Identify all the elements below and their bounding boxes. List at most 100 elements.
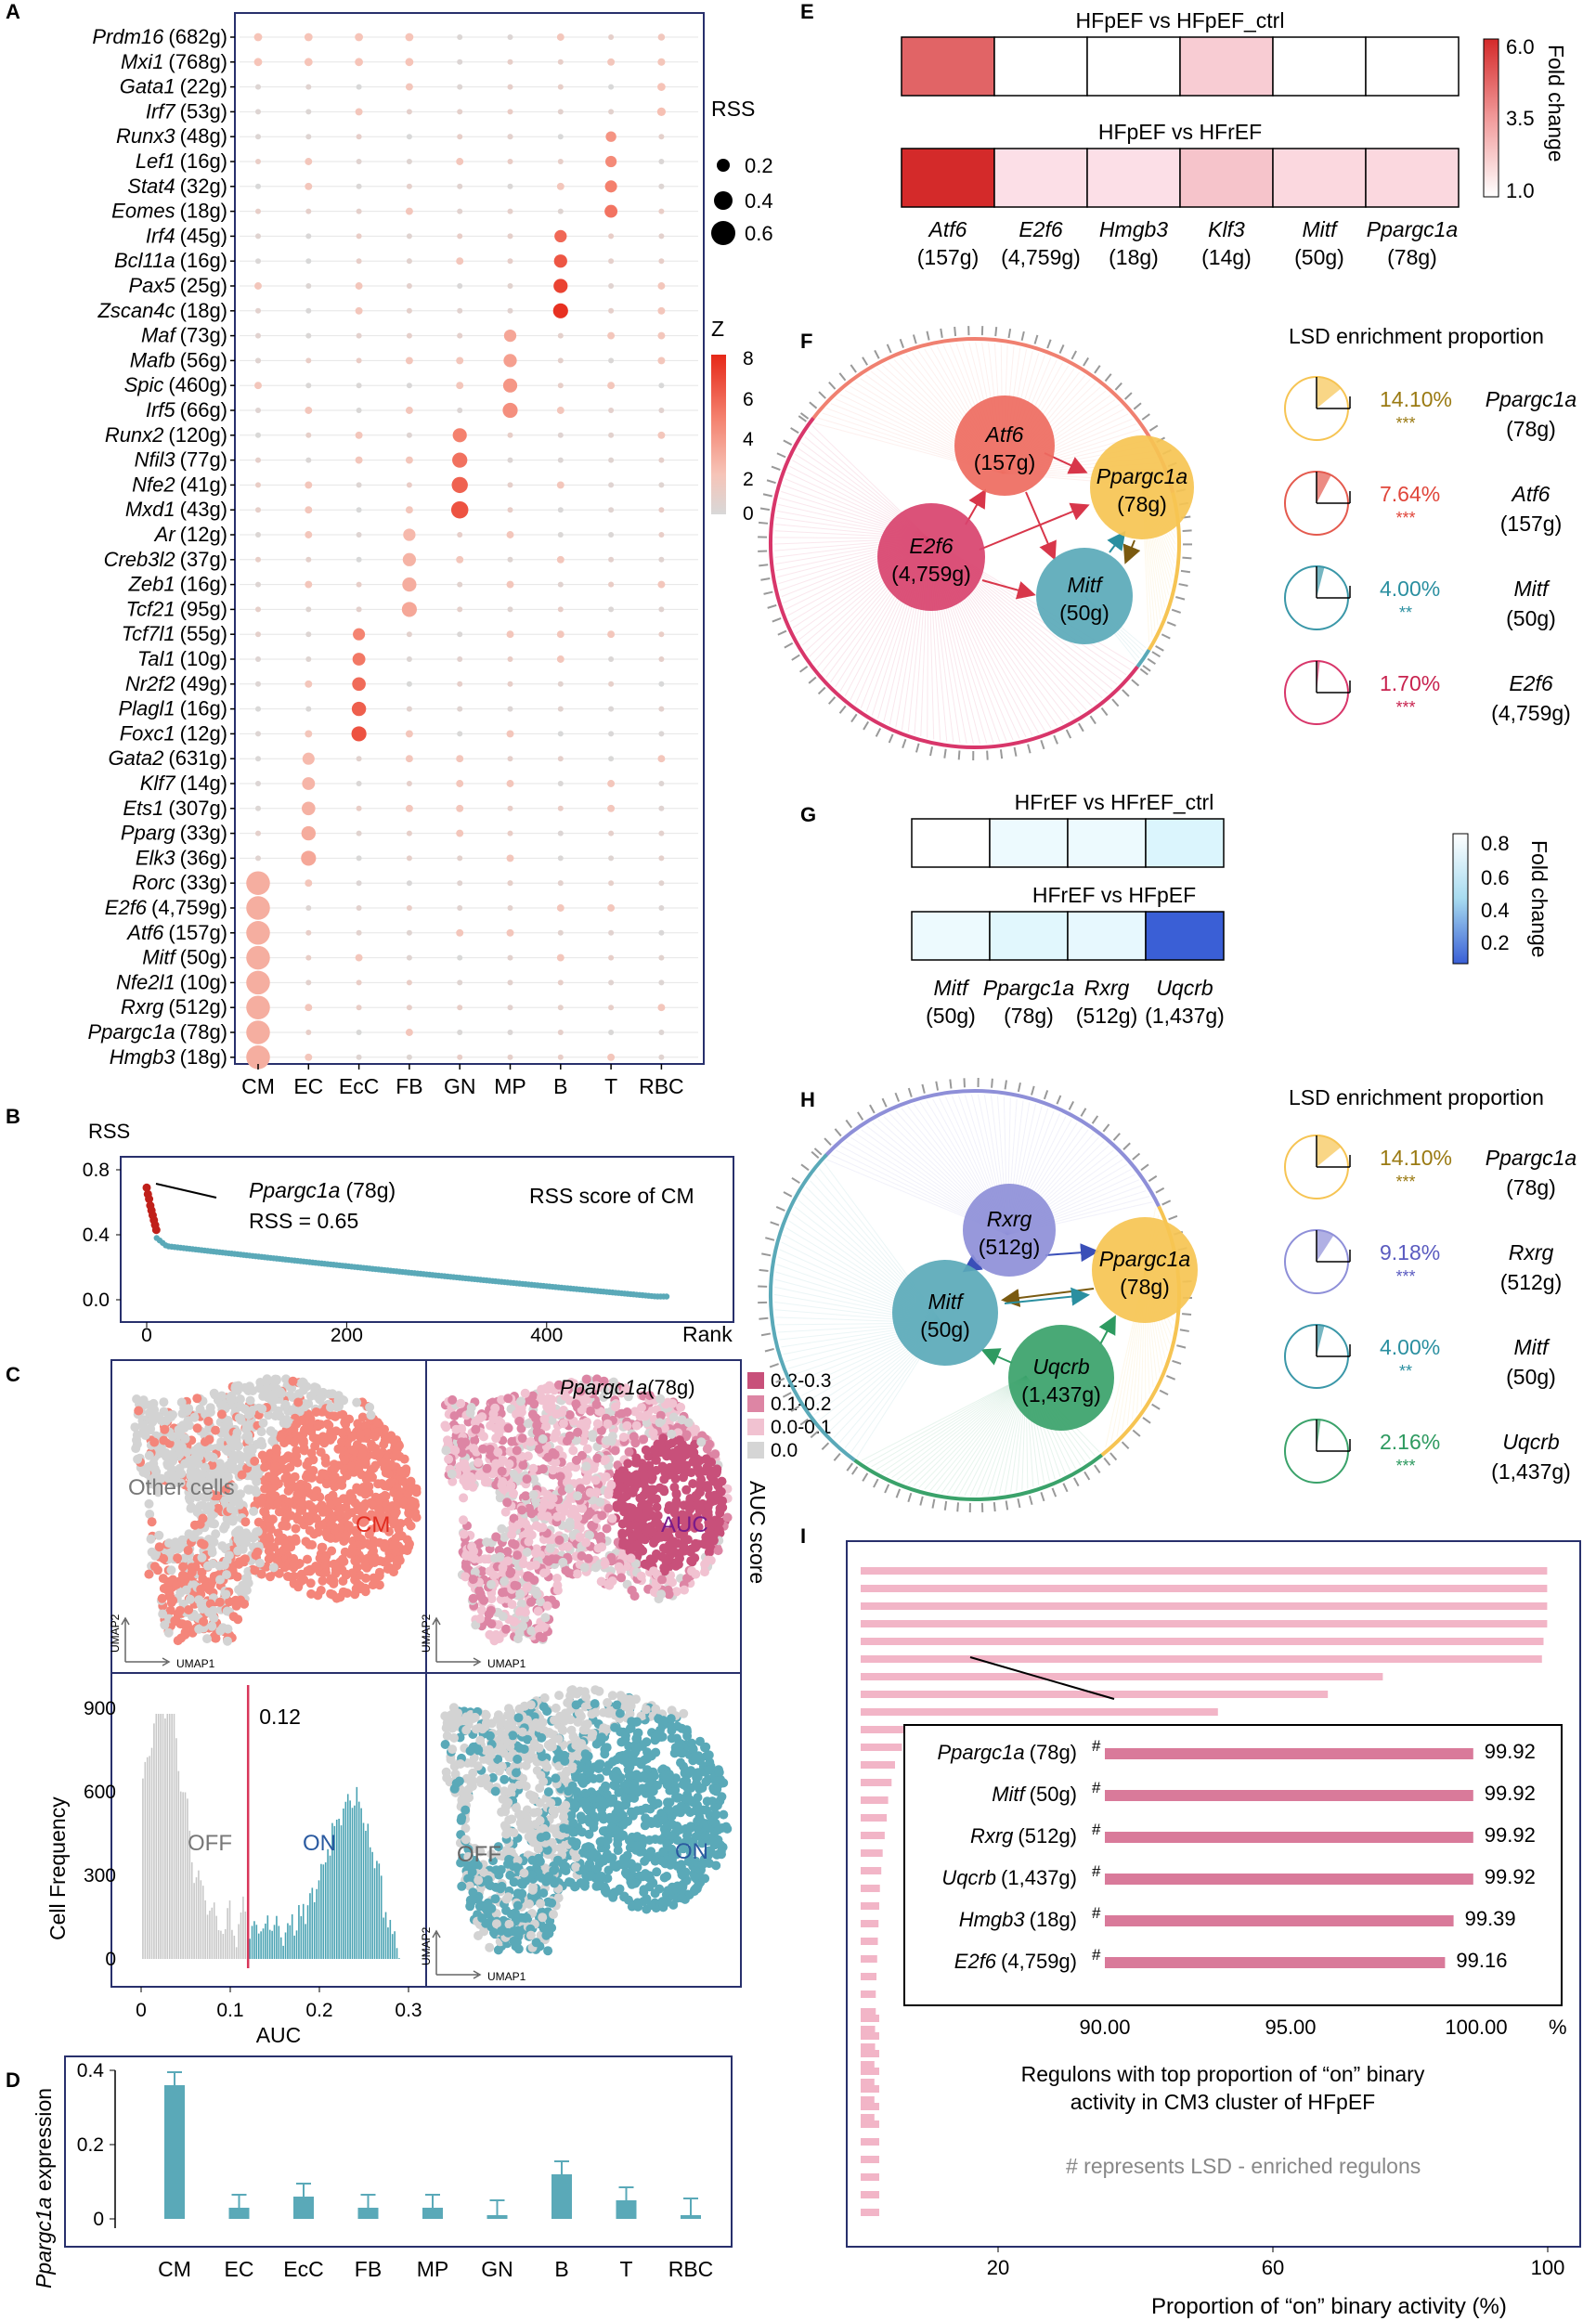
dot bbox=[557, 606, 564, 613]
umap-cell bbox=[695, 1478, 706, 1488]
umap-cell bbox=[360, 1561, 370, 1571]
umap-cell bbox=[467, 1542, 477, 1551]
dot bbox=[406, 631, 412, 638]
umap-cell bbox=[572, 1569, 582, 1579]
dot bbox=[507, 905, 513, 911]
dot bbox=[356, 507, 362, 513]
regulon-label: E2f6 (4,759g) bbox=[105, 896, 227, 919]
dot bbox=[305, 730, 313, 738]
umap-cell bbox=[149, 1562, 160, 1572]
dot bbox=[405, 58, 414, 67]
rss-top-point bbox=[151, 1225, 161, 1235]
umap-cell bbox=[357, 1412, 368, 1422]
dot bbox=[305, 332, 312, 339]
umap-cell bbox=[337, 1428, 347, 1438]
umap-cell bbox=[563, 1541, 573, 1551]
umap-cell bbox=[297, 1505, 307, 1515]
regulon-label: Runx3 (48g) bbox=[116, 124, 227, 148]
dot bbox=[506, 780, 514, 787]
umap-cell bbox=[564, 1431, 575, 1441]
umap-cell bbox=[253, 1517, 264, 1527]
umap-cell bbox=[374, 1571, 384, 1581]
umap-cell bbox=[260, 1462, 270, 1472]
dot bbox=[557, 58, 564, 65]
dot bbox=[305, 1053, 313, 1061]
umap-cell bbox=[539, 1568, 549, 1578]
umap-cell bbox=[211, 1529, 221, 1539]
dot bbox=[608, 109, 615, 115]
umap-cell bbox=[306, 1448, 317, 1459]
umap-cell bbox=[197, 1538, 206, 1549]
umap-cell bbox=[493, 1447, 503, 1458]
dot bbox=[405, 730, 413, 738]
umap-cell bbox=[573, 1491, 582, 1501]
regulon-gene: Pparg bbox=[121, 822, 175, 845]
umap-cell bbox=[603, 1503, 614, 1513]
dot bbox=[255, 855, 261, 862]
umap-cell bbox=[175, 1442, 185, 1452]
dot bbox=[356, 1030, 362, 1035]
dot bbox=[456, 382, 464, 390]
umap-cell bbox=[330, 1411, 339, 1421]
regulon-label: Nfe2 (41g) bbox=[132, 473, 227, 496]
dot bbox=[305, 432, 312, 438]
umap-cell bbox=[583, 1472, 593, 1483]
rss-top-point bbox=[142, 1183, 151, 1192]
umap-cell bbox=[333, 1507, 344, 1517]
umap-cell bbox=[637, 1403, 646, 1412]
umap-cell bbox=[204, 1434, 214, 1445]
dot bbox=[507, 109, 513, 115]
dot bbox=[356, 1054, 362, 1060]
regulon-size: (16g) bbox=[180, 149, 227, 173]
umap-cell bbox=[468, 1575, 478, 1585]
dot bbox=[356, 880, 362, 887]
dot bbox=[406, 1054, 412, 1060]
umap-cell bbox=[620, 1492, 630, 1502]
umap-cell bbox=[497, 1466, 507, 1476]
dot bbox=[356, 581, 362, 588]
umap-cell bbox=[673, 1445, 683, 1455]
dot bbox=[608, 581, 615, 588]
dot bbox=[305, 680, 313, 688]
dot bbox=[305, 307, 312, 314]
umap-cell bbox=[535, 1631, 545, 1641]
dot bbox=[556, 904, 564, 912]
umap-cell bbox=[366, 1410, 376, 1420]
dot bbox=[456, 158, 464, 165]
dot bbox=[452, 452, 468, 468]
umap-cell bbox=[601, 1472, 611, 1482]
dot bbox=[557, 706, 564, 712]
umap-cell bbox=[326, 1520, 336, 1530]
umap-cell bbox=[309, 1492, 319, 1502]
umap-cell bbox=[601, 1455, 611, 1465]
umap-cell bbox=[411, 1512, 422, 1523]
dot bbox=[304, 32, 313, 42]
dot bbox=[608, 357, 615, 364]
dot bbox=[405, 506, 413, 514]
umap-cell bbox=[240, 1554, 250, 1564]
umap-cell bbox=[667, 1429, 677, 1439]
umap-cell bbox=[707, 1466, 717, 1476]
umap-cell bbox=[610, 1446, 620, 1456]
umap-cell bbox=[490, 1403, 500, 1413]
dot bbox=[305, 383, 312, 389]
dot bbox=[356, 756, 362, 762]
dot bbox=[604, 180, 617, 193]
umap-cell bbox=[447, 1469, 457, 1479]
dot bbox=[255, 631, 261, 638]
umap-cell bbox=[675, 1548, 685, 1558]
dot bbox=[255, 258, 261, 265]
dot bbox=[356, 556, 362, 563]
umap-cell bbox=[488, 1414, 499, 1424]
dot bbox=[457, 109, 463, 115]
umap-cell bbox=[248, 1472, 258, 1482]
umap-cell bbox=[671, 1489, 681, 1499]
umap-cell bbox=[485, 1566, 495, 1576]
dot bbox=[658, 532, 665, 538]
dot bbox=[406, 781, 412, 786]
umap-cell bbox=[680, 1585, 689, 1595]
umap-cell bbox=[513, 1550, 523, 1561]
umap-cell bbox=[271, 1444, 281, 1454]
rss-highlight-label: Ppargc1a (78g) bbox=[249, 1178, 396, 1202]
panel-a-frame bbox=[234, 12, 705, 1065]
